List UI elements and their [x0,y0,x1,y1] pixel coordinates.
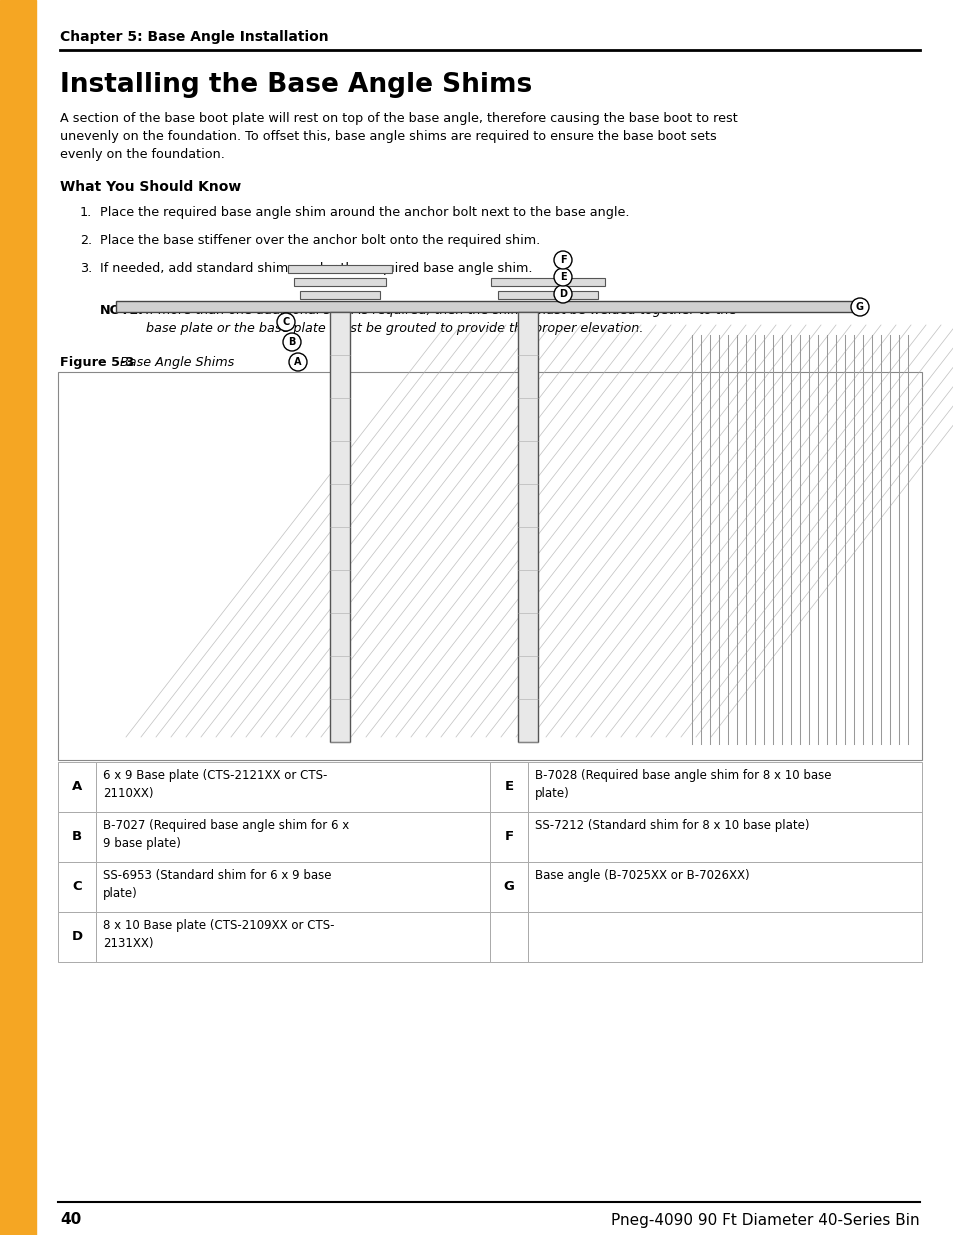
Text: B: B [288,337,295,347]
Text: G: G [503,881,514,893]
Text: E: E [559,272,566,282]
Bar [330,312,350,742]
Bar [527,911,921,962]
Text: B: B [71,830,82,844]
Text: Chapter 5: Base Angle Installation: Chapter 5: Base Angle Installation [60,30,328,44]
Bar [490,762,527,811]
Circle shape [289,353,307,370]
Text: Installing the Base Angle Shims: Installing the Base Angle Shims [60,72,532,98]
Text: If needed, add standard shims under the required base angle shim.: If needed, add standard shims under the … [100,262,532,275]
Bar [527,862,921,911]
Bar [58,862,96,911]
Text: NOTE:: NOTE: [100,304,144,317]
Text: SS-6953 (Standard shim for 6 x 9 base
plate): SS-6953 (Standard shim for 6 x 9 base pl… [103,869,331,899]
Text: Pneg-4090 90 Ft Diameter 40-Series Bin: Pneg-4090 90 Ft Diameter 40-Series Bin [611,1213,919,1228]
Bar [490,811,527,862]
Text: Place the required base angle shim around the anchor bolt next to the base angle: Place the required base angle shim aroun… [100,206,629,219]
Text: G: G [855,303,863,312]
Bar [58,811,96,862]
Text: unevenly on the foundation. To offset this, base angle shims are required to ens: unevenly on the foundation. To offset th… [60,130,716,143]
Circle shape [554,251,572,269]
Text: B-7027 (Required base angle shim for 6 x
9 base plate): B-7027 (Required base angle shim for 6 x… [103,819,349,850]
Circle shape [850,298,868,316]
Text: evenly on the foundation.: evenly on the foundation. [60,148,225,161]
Text: C: C [282,317,290,327]
Bar [96,862,490,911]
Text: Figure 5-3: Figure 5-3 [60,356,134,369]
Text: 8 x 10 Base plate (CTS-2109XX or CTS-
2131XX): 8 x 10 Base plate (CTS-2109XX or CTS- 21… [103,919,335,950]
Text: What You Should Know: What You Should Know [60,180,241,194]
Circle shape [554,285,572,303]
Bar [96,762,490,811]
Bar [288,266,392,273]
Text: D: D [558,289,566,299]
Bar [294,278,386,287]
Text: 6 x 9 Base plate (CTS-2121XX or CTS-
2110XX): 6 x 9 Base plate (CTS-2121XX or CTS- 211… [103,769,327,799]
Bar [96,911,490,962]
Text: B-7028 (Required base angle shim for 8 x 10 base
plate): B-7028 (Required base angle shim for 8 x… [535,769,831,799]
Bar [58,762,96,811]
Bar [58,372,921,760]
Bar [527,811,921,862]
Bar [517,312,537,742]
Text: 40: 40 [60,1213,81,1228]
Text: Place the base stiffener over the anchor bolt onto the required shim.: Place the base stiffener over the anchor… [100,233,539,247]
Bar [96,811,490,862]
Text: C: C [72,881,82,893]
Circle shape [554,268,572,287]
Text: A section of the base boot plate will rest on top of the base angle, therefore c: A section of the base boot plate will re… [60,112,737,125]
Bar [490,862,527,911]
Text: A: A [71,781,82,794]
Text: 2.: 2. [80,233,92,247]
Bar [116,301,863,312]
Bar [497,291,598,299]
Bar [58,911,96,962]
Text: D: D [71,930,83,944]
Text: F: F [559,254,566,266]
Bar [491,278,604,287]
Circle shape [276,312,294,331]
Bar [527,762,921,811]
Circle shape [283,333,301,351]
Text: Base Angle Shims: Base Angle Shims [120,356,234,369]
Text: SS-7212 (Standard shim for 8 x 10 base plate): SS-7212 (Standard shim for 8 x 10 base p… [535,819,809,832]
Text: 1.: 1. [80,206,92,219]
Text: F: F [504,830,513,844]
Text: A: A [294,357,301,367]
Bar [299,291,379,299]
Bar [0,0,36,1235]
Text: If more than one additional shim is required, then the shims must be welded toge: If more than one additional shim is requ… [146,304,736,317]
Bar [490,911,527,962]
Text: E: E [504,781,513,794]
Text: 3.: 3. [80,262,92,275]
Text: Base angle (B-7025XX or B-7026XX): Base angle (B-7025XX or B-7026XX) [535,869,749,882]
Text: base plate or the base plate must be grouted to provide the proper elevation.: base plate or the base plate must be gro… [146,322,642,335]
